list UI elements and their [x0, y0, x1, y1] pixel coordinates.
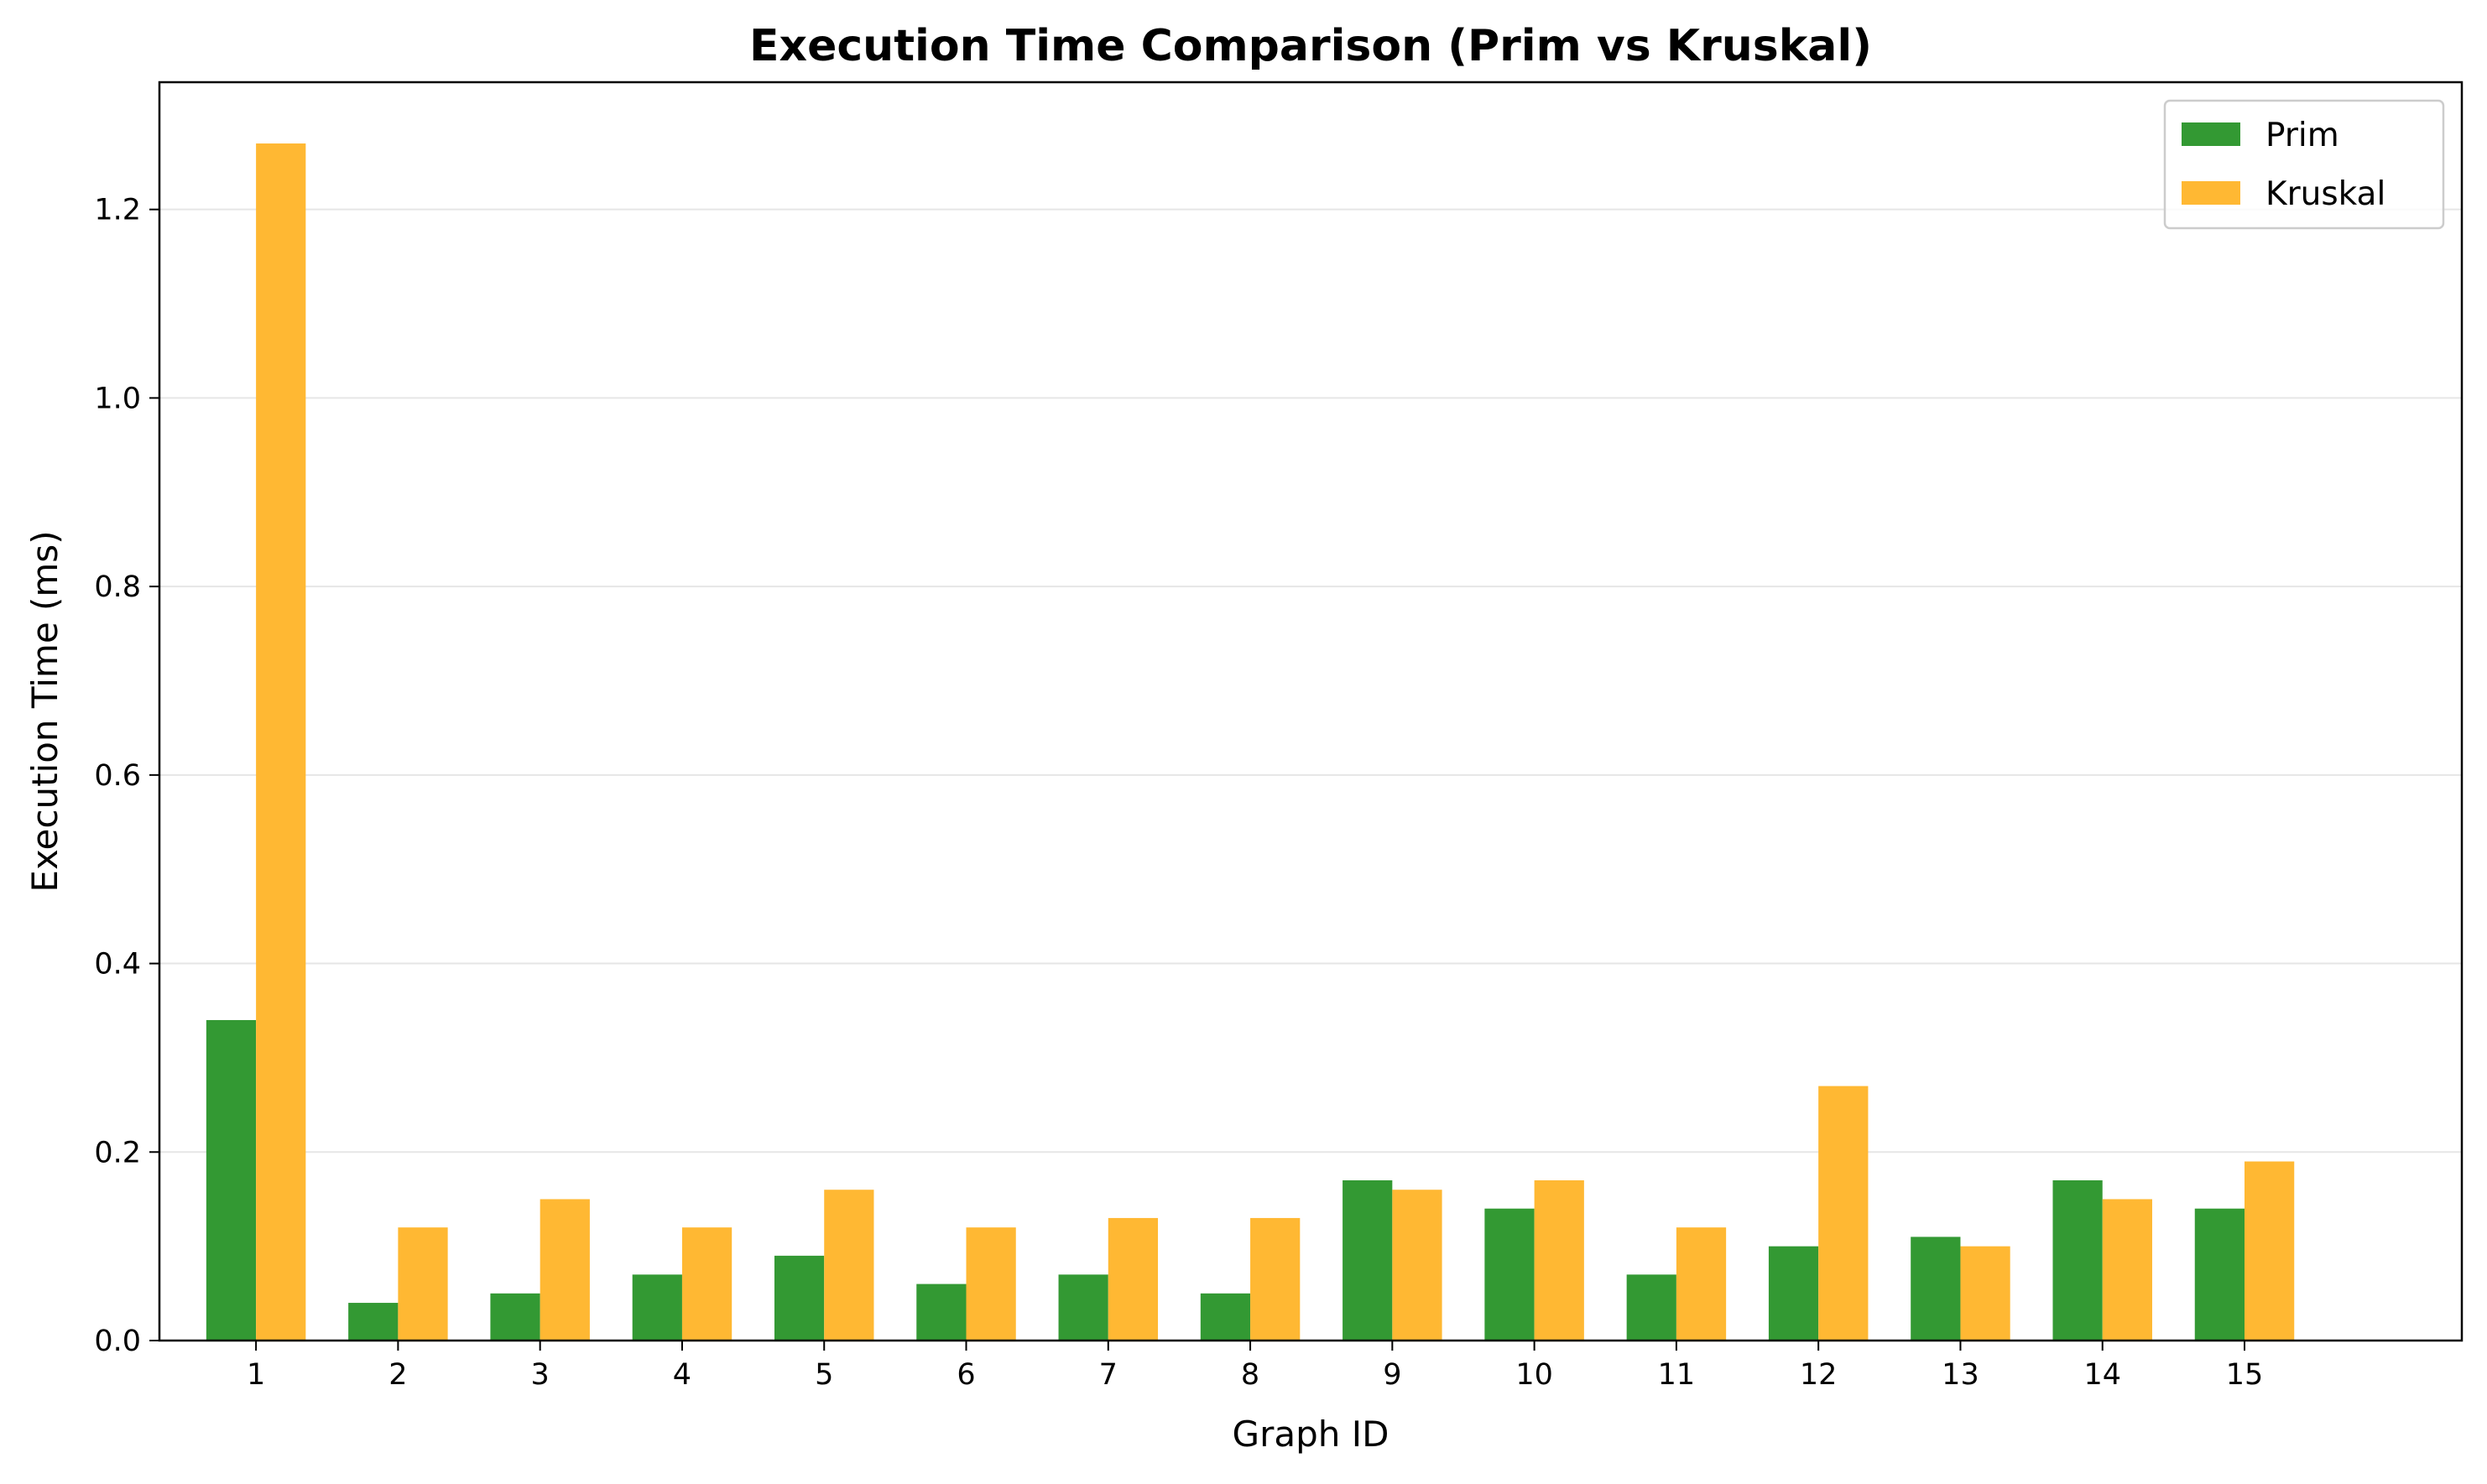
bar-kruskal-6 — [966, 1227, 1016, 1341]
bar-prim-2 — [348, 1303, 399, 1341]
bar-kruskal-11 — [1676, 1227, 1727, 1341]
x-tick-label: 2 — [388, 1358, 407, 1392]
legend-label-kruskal: Kruskal — [2265, 175, 2385, 213]
x-tick-label: 9 — [1383, 1358, 1401, 1392]
bar-prim-12 — [1768, 1246, 1819, 1341]
bar-prim-13 — [1911, 1237, 1961, 1341]
bar-kruskal-14 — [2102, 1199, 2152, 1341]
ticks: 0.00.20.40.60.81.01.21 2 3 4 5 6 7 8 9 10 11 12 13 14… — [94, 194, 2263, 1392]
x-tick-label: 13 — [1942, 1358, 1979, 1392]
x-tick-label: 8 — [1241, 1358, 1259, 1392]
bar-prim-11 — [1626, 1274, 1676, 1341]
x-tick-label: 4 — [673, 1358, 691, 1392]
bar-kruskal-3 — [540, 1199, 590, 1341]
bar-prim-1 — [206, 1019, 257, 1341]
y-tick-label: 1.0 — [94, 382, 141, 415]
bar-prim-7 — [1058, 1274, 1108, 1341]
bar-kruskal-4 — [681, 1227, 733, 1341]
legend-swatch-kruskal — [2182, 181, 2240, 205]
x-tick-label: 1 — [247, 1358, 265, 1392]
x-tick-label: 10 — [1515, 1358, 1553, 1392]
legend-label-prim: Prim — [2265, 117, 2339, 154]
bar-kruskal-8 — [1250, 1217, 1301, 1341]
bar-kruskal-12 — [1818, 1086, 1869, 1341]
y-tick-label: 0.6 — [94, 759, 141, 793]
bars — [206, 143, 2295, 1341]
y-tick-label: 0.4 — [94, 948, 141, 982]
x-tick-label: 5 — [815, 1358, 833, 1392]
legend-swatch-prim — [2182, 122, 2240, 146]
bar-kruskal-5 — [824, 1190, 874, 1341]
x-tick-label: 7 — [1099, 1358, 1118, 1392]
x-tick-label: 11 — [1658, 1358, 1696, 1392]
y-tick-label: 0.0 — [94, 1325, 141, 1358]
chart-title: Execution Time Comparison (Prim vs Krusk… — [749, 21, 1872, 71]
x-tick-label: 12 — [1800, 1358, 1838, 1392]
bar-kruskal-13 — [1960, 1246, 2010, 1341]
bar-prim-8 — [1200, 1293, 1251, 1341]
bar-prim-15 — [2194, 1208, 2245, 1341]
bar-kruskal-9 — [1392, 1190, 1442, 1341]
y-tick-label: 0.2 — [94, 1136, 141, 1169]
x-tick-label: 6 — [957, 1358, 975, 1392]
bar-kruskal-15 — [2245, 1161, 2295, 1341]
bar-prim-14 — [2052, 1179, 2103, 1341]
bar-kruskal-1 — [256, 143, 306, 1341]
legend: Prim Kruskal — [2163, 99, 2445, 230]
y-tick-label: 1.2 — [94, 194, 141, 227]
bar-kruskal-7 — [1108, 1217, 1159, 1341]
x-tick-label: 15 — [2226, 1358, 2264, 1392]
y-tick-label: 0.8 — [94, 570, 141, 604]
plot-frame — [158, 81, 2464, 1342]
bar-kruskal-10 — [1534, 1179, 1584, 1341]
bar-prim-10 — [1484, 1208, 1535, 1341]
bar-prim-4 — [632, 1274, 682, 1341]
x-tick-label: 3 — [531, 1358, 550, 1392]
x-tick-label: 14 — [2083, 1358, 2121, 1392]
bar-kruskal-2 — [398, 1227, 448, 1341]
bar-prim-5 — [774, 1255, 825, 1341]
bar-prim-9 — [1343, 1179, 1393, 1341]
x-axis-label: Graph ID — [1233, 1414, 1389, 1455]
bar-prim-6 — [916, 1284, 967, 1341]
y-axis-label: Execution Time (ms) — [24, 530, 65, 892]
bar-prim-3 — [490, 1293, 540, 1341]
